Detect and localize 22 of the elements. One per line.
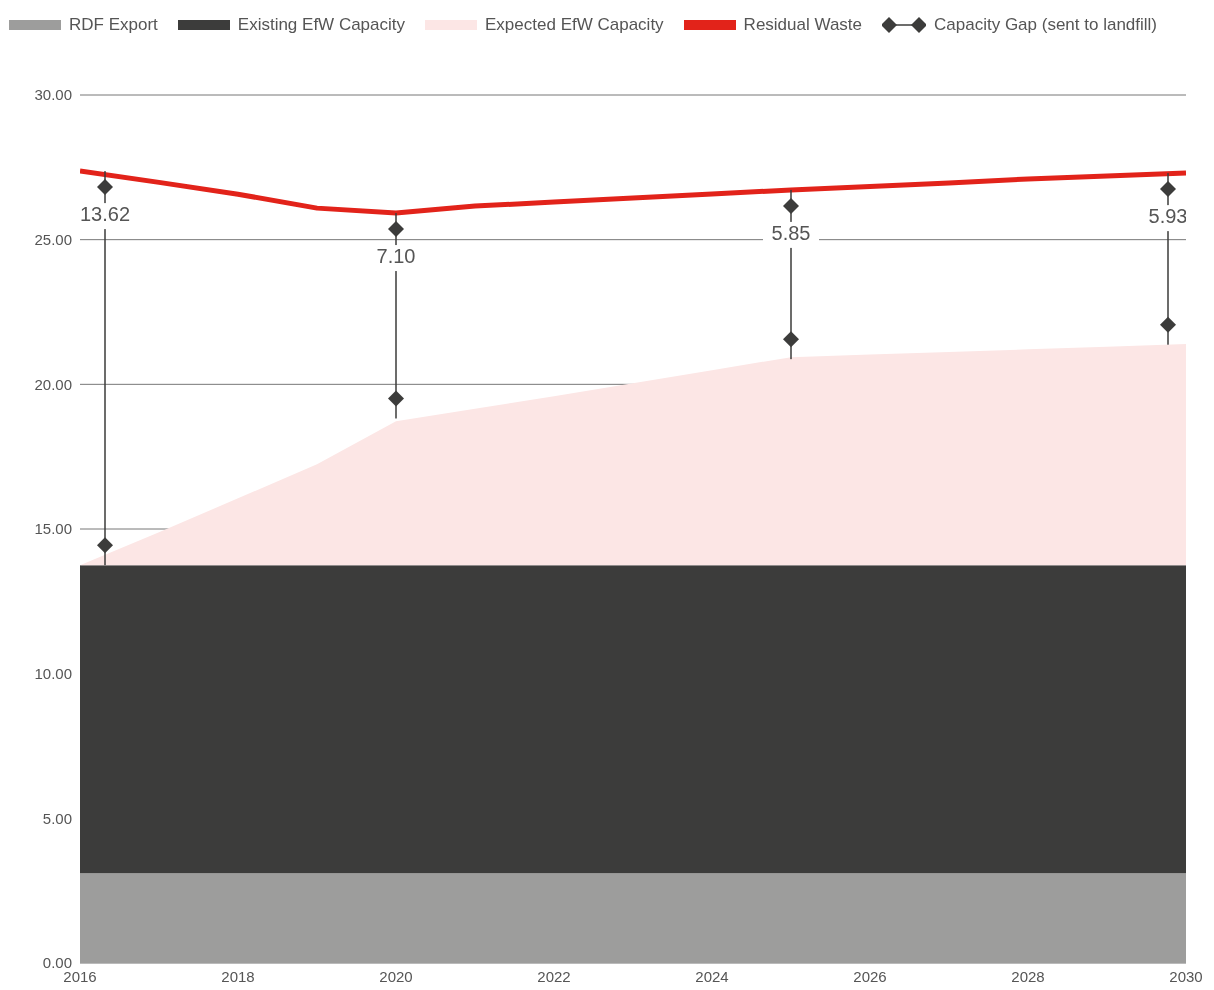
x-tick-label: 2026 — [853, 967, 887, 985]
x-tick-label: 2020 — [379, 967, 413, 985]
y-tick-label: 15.00 — [34, 520, 72, 538]
legend-label: Expected EfW Capacity — [485, 15, 664, 35]
x-tick-label: 2030 — [1169, 967, 1203, 985]
y-tick-label: 20.00 — [34, 375, 72, 393]
data-label: 7.10 — [376, 245, 416, 268]
legend-label: RDF Export — [69, 15, 158, 35]
legend-label: Existing EfW Capacity — [237, 15, 406, 35]
legend-label: Capacity Gap (sent to landfill) — [934, 15, 1158, 35]
x-tick-label: 2018 — [221, 967, 255, 985]
x-tick-label: 2022 — [537, 967, 571, 985]
x-tick-label: 2028 — [1011, 967, 1045, 985]
y-tick-label: 10.00 — [34, 664, 72, 682]
y-tick-label: 5.00 — [42, 809, 72, 827]
y-tick-label: 30.00 — [34, 86, 72, 104]
data-label: 5.93 — [1148, 205, 1188, 228]
data-label: 5.85 — [771, 221, 811, 244]
data-label: 13.62 — [79, 203, 131, 226]
y-tick-label: 25.00 — [34, 230, 72, 248]
legend-label: Residual Waste — [743, 15, 863, 35]
x-tick-label: 2024 — [695, 967, 729, 985]
